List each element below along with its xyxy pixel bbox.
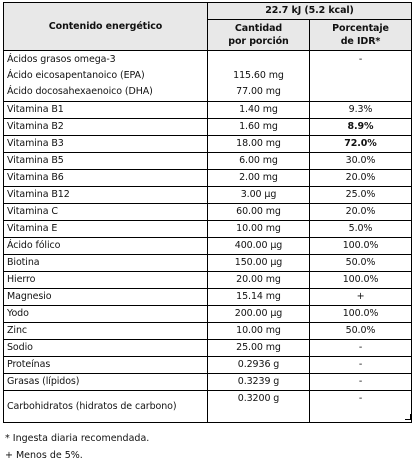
table-row: Ácido fólico 400.00 µg 100.0% — [3, 237, 413, 255]
nutrient-percent: 5.0% — [308, 220, 413, 238]
nutrient-percent: - — [308, 356, 413, 374]
nutrient-quantity: 0.3239 g — [207, 373, 310, 391]
nutrient-name: Sodio — [3, 339, 208, 357]
nutrient-quantity: 25.00 mg — [207, 339, 310, 357]
nutrient-name: Magnesio — [3, 288, 208, 306]
nutrient-name: Vitamina C — [3, 203, 208, 221]
quantity-header-line2: por porción — [228, 36, 289, 47]
energy-value: 22.7 kJ (5.2 kcal) — [206, 2, 413, 20]
table-row: Magnesio 15.14 mg + — [3, 288, 413, 306]
nutrient-name: Vitamina B2 — [3, 118, 208, 136]
nutrient-quantity: 20.00 mg — [207, 271, 310, 289]
table-row: Grasas (lípidos) 0.3239 g- — [3, 373, 413, 391]
footnote-idr: * Ingesta diaria recomendada. — [5, 433, 150, 444]
nutrition-document: Contenido energético 22.7 kJ (5.2 kcal) … — [3, 2, 413, 464]
nutrient-name: Yodo — [3, 305, 208, 323]
nutrient-quantity: 3.00 µg — [207, 186, 310, 204]
nutrient-name: Proteínas — [3, 356, 208, 374]
nutrient-quantity: 10.00 mg — [207, 322, 310, 340]
nutrient-quantity: 150.00 µg — [207, 254, 310, 272]
percent-column-header: Porcentaje de IDR* — [308, 19, 413, 51]
omega3-row: Ácidos grasos omega-3 Ácido eicosapentan… — [3, 50, 413, 102]
quantity-header-line1: Cantidad — [234, 23, 283, 34]
nutrient-percent: 8.9% — [308, 118, 413, 136]
dha-quantity: 77.00 mg — [236, 86, 281, 97]
table-row: Vitamina B1 1.40 mg 9.3% — [3, 101, 413, 119]
nutrition-table: Contenido energético 22.7 kJ (5.2 kcal) … — [3, 2, 413, 423]
nutrient-name: Grasas (lípidos) — [3, 373, 208, 391]
percent-header-line2: de IDR* — [340, 36, 381, 47]
nutrient-name: Vitamina E — [3, 220, 208, 238]
nutrient-name: Vitamina B3 — [3, 135, 208, 153]
table-subheader-row: Cantidad por porción Porcentaje de IDR* — [4, 19, 413, 51]
nutrient-percent: 9.3% — [308, 101, 413, 119]
nutrient-quantity: 18.00 mg — [207, 135, 310, 153]
nutrient-name: Biotina — [3, 254, 208, 272]
omega3-names: Ácidos grasos omega-3 Ácido eicosapentan… — [3, 50, 208, 102]
table-row: Vitamina E 10.00 mg 5.0% — [3, 220, 413, 238]
table-row: Biotina 150.00 µg 50.0% — [3, 254, 413, 272]
nutrient-percent: 72.0% — [308, 135, 413, 153]
nutrient-quantity: 10.00 mg — [207, 220, 310, 238]
nutrient-percent: 25.0% — [308, 186, 413, 204]
quantity-column-header: Cantidad por porción — [207, 19, 310, 51]
omega3-label: Ácidos grasos omega-3 — [7, 54, 116, 65]
table-row: Vitamina B3 18.00 mg 72.0% — [3, 135, 413, 153]
nutrient-percent: 50.0% — [308, 254, 413, 272]
table-row: Vitamina B6 2.00 mg 20.0% — [3, 169, 413, 187]
nutrient-percent: + — [308, 288, 413, 306]
nutrient-quantity: 15.14 mg — [207, 288, 310, 306]
nutrient-name: Vitamina B5 — [3, 152, 208, 170]
nutrient-percent: 50.0% — [308, 322, 413, 340]
table-corner-mark — [405, 414, 411, 420]
nutrient-name: Vitamina B6 — [3, 169, 208, 187]
table-row: Vitamina B5 6.00 mg 30.0% — [3, 152, 413, 170]
table-header-row: Contenido energético 22.7 kJ (5.2 kcal) — [3, 2, 413, 51]
nutrient-percent: 100.0% — [308, 237, 413, 255]
carbs-name: Carbohidratos (hidratos de carbono) — [3, 390, 208, 423]
nutrient-name: Hierro — [3, 271, 208, 289]
energy-content-label: Contenido energético — [3, 2, 208, 51]
footnotes: * Ingesta diaria recomendada. + Menos de… — [3, 430, 411, 464]
nutrient-percent: - — [308, 373, 413, 391]
nutrient-percent: - — [308, 339, 413, 357]
nutrient-quantity: 400.00 µg — [207, 237, 310, 255]
carbs-quantity: 0.3200 g — [207, 390, 310, 423]
nutrient-percent: 20.0% — [308, 203, 413, 221]
carbs-percent: - — [308, 390, 413, 423]
nutrient-name: Vitamina B12 — [3, 186, 208, 204]
table-row: Proteínas 0.2936 g- — [3, 356, 413, 374]
footnote-less: + Menos de 5%. — [5, 450, 83, 461]
epa-label: Ácido eicosapentanoico (EPA) — [7, 70, 145, 81]
omega3-percent-value: - — [358, 54, 363, 65]
nutrient-quantity: 0.2936 g — [207, 356, 310, 374]
nutrient-percent: 20.0% — [308, 169, 413, 187]
dha-label: Ácido docosahexaenoico (DHA) — [7, 86, 153, 97]
table-row: Vitamina B12 3.00 µg 25.0% — [3, 186, 413, 204]
table-row: Vitamina C 60.00 mg 20.0% — [3, 203, 413, 221]
table-row: Vitamina B2 1.60 mg 8.9% — [3, 118, 413, 136]
nutrient-percent: 30.0% — [308, 152, 413, 170]
table-row: Zinc 10.00 mg 50.0% — [3, 322, 413, 340]
percent-header-line1: Porcentaje — [332, 23, 389, 34]
nutrient-quantity: 60.00 mg — [207, 203, 310, 221]
table-row: Sodio 25.00 mg - — [3, 339, 413, 357]
nutrient-name: Ácido fólico — [3, 237, 208, 255]
omega3-quantities: 115.60 mg 77.00 mg — [207, 50, 310, 102]
omega3-percent: - — [308, 50, 413, 102]
table-row: Yodo 200.00 µg 100.0% — [3, 305, 413, 323]
nutrient-quantity: 1.40 mg — [207, 101, 310, 119]
nutrient-quantity: 1.60 mg — [207, 118, 310, 136]
carbs-row: Carbohidratos (hidratos de carbono) 0.32… — [3, 390, 413, 423]
nutrient-name: Zinc — [3, 322, 208, 340]
nutrient-quantity: 2.00 mg — [207, 169, 310, 187]
nutrient-quantity: 200.00 µg — [207, 305, 310, 323]
table-row: Hierro 20.00 mg 100.0% — [3, 271, 413, 289]
epa-quantity: 115.60 mg — [233, 70, 284, 81]
nutrient-percent: 100.0% — [308, 271, 413, 289]
nutrient-name: Vitamina B1 — [3, 101, 208, 119]
nutrient-percent: 100.0% — [308, 305, 413, 323]
nutrient-quantity: 6.00 mg — [207, 152, 310, 170]
